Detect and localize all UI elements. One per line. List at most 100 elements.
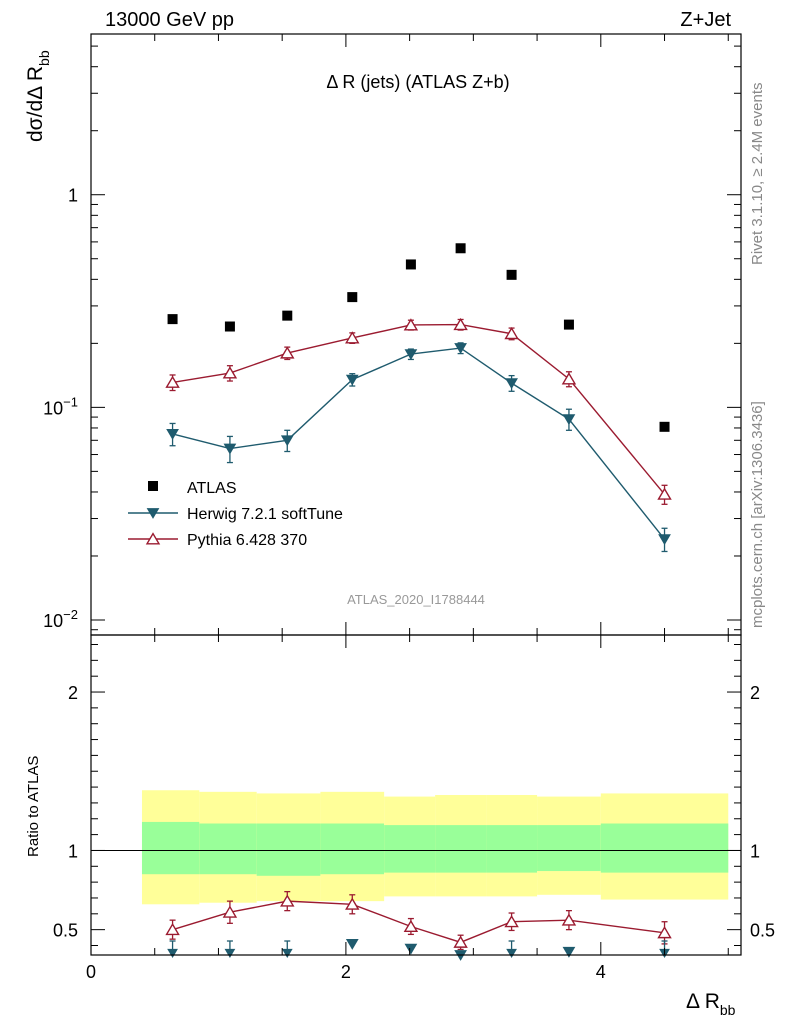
pythia-point	[657, 487, 672, 500]
bottom-y-tick-label-left: 1	[68, 841, 78, 861]
analysis-id: ATLAS_2020_I1788444	[347, 592, 485, 607]
herwig-ratio-point	[224, 948, 236, 959]
top-y-tick-label: 10−1	[43, 394, 78, 418]
top-y-tick-label: 10−2	[43, 607, 78, 631]
atlas-point	[455, 243, 466, 254]
rivet-version-label: Rivet 3.1.10, ≥ 2.4M events	[749, 83, 766, 266]
herwig-ratio-point	[404, 943, 418, 955]
pythia-ratio-point	[403, 919, 419, 932]
ratio-uncertainty-bands	[141, 790, 729, 905]
x-axis-title-sub: bb	[720, 1002, 736, 1018]
herwig-point	[404, 349, 418, 361]
ratio-band-inner	[486, 825, 538, 873]
energy-label: 13000 GeV pp	[105, 9, 234, 31]
pythia-point	[561, 372, 577, 385]
top-y-axis-title-sub: bb	[36, 50, 52, 66]
herwig-point	[280, 435, 294, 447]
herwig-ratio-point	[506, 948, 517, 959]
pythia-ratio-point	[280, 894, 295, 907]
herwig-point	[562, 414, 576, 426]
pythia-ratio-point	[345, 897, 360, 910]
herwig-point	[223, 443, 237, 455]
pythia-point	[345, 331, 360, 344]
bottom-y-tick-label-right: 0.5	[750, 921, 775, 941]
x-tick-label: 2	[341, 962, 351, 982]
pythia-point	[222, 366, 238, 379]
ratio-band-inner	[256, 823, 321, 876]
bottom-y-tick-label-left: 2	[68, 683, 78, 703]
pythia-point	[453, 317, 468, 331]
atlas-point	[282, 310, 293, 321]
pythia-point	[165, 375, 180, 388]
herwig-point	[658, 534, 671, 546]
ratio-band-inner	[320, 823, 385, 875]
atlas-point	[167, 314, 178, 325]
pythia-point	[403, 318, 419, 331]
atlas-point	[659, 421, 670, 432]
ratio-band-inner	[141, 821, 200, 875]
bottom-panel-series	[165, 890, 672, 961]
top-y-tick-label-exponent: −2	[63, 607, 78, 622]
ratio-band-inner	[600, 823, 729, 873]
top-y-tick-label: 1	[68, 186, 78, 206]
top-y-axis-title-main: dσ/dΔ R	[24, 66, 47, 142]
legend: ATLAS Herwig 7.2.1 softTune Pythia 6.428…	[128, 480, 343, 549]
bottom-y-axis-title: Ratio to ATLAS	[25, 756, 42, 857]
legend-label-atlas: ATLAS	[187, 480, 237, 497]
herwig-point	[345, 374, 359, 386]
ratio-band-inner	[537, 825, 601, 872]
ratio-band-inner	[199, 823, 257, 875]
legend-marker-pythia	[145, 532, 161, 545]
bottom-y-tick-label-right: 1	[750, 841, 760, 861]
ratio-band-inner	[435, 825, 487, 873]
x-axis-title: Δ Rbb	[686, 990, 736, 1018]
herwig-ratio-point	[281, 948, 293, 959]
pythia-ratio-point	[222, 905, 238, 918]
top-panel-series	[165, 243, 672, 553]
top-y-axis-title: dσ/dΔ Rbb	[24, 50, 52, 142]
pythia-point	[280, 346, 295, 359]
legend-markers	[128, 481, 178, 545]
legend-label-pythia: Pythia 6.428 370	[187, 532, 307, 549]
x-tick-label: 4	[596, 962, 606, 982]
legend-marker-atlas	[148, 481, 158, 491]
pythia-ratio-point	[561, 913, 577, 926]
atlas-point	[224, 321, 235, 332]
top-y-tick-label-exponent: −1	[63, 394, 78, 409]
bottom-y-tick-label-right: 2	[750, 683, 760, 703]
atlas-point	[405, 259, 416, 270]
top-y-tick-label-base: 10	[43, 611, 63, 631]
herwig-point	[454, 343, 467, 355]
herwig-ratio-point	[167, 948, 178, 959]
axis-ticks	[90, 34, 741, 955]
legend-marker-herwig	[146, 508, 160, 519]
panel-frames	[90, 33, 742, 956]
top-y-tick-label-base: 1	[68, 186, 78, 206]
top-y-tick-label-base: 10	[43, 398, 63, 418]
herwig-point	[166, 429, 179, 440]
pythia-ratio-point	[657, 926, 672, 939]
atlas-point	[563, 319, 574, 330]
pythia-point	[504, 326, 519, 340]
herwig-point	[505, 378, 518, 390]
pythia-line	[172, 323, 666, 495]
pythia-ratio-point	[504, 914, 519, 928]
herwig-ratio-point	[345, 939, 359, 950]
pythia-ratio-line	[172, 900, 665, 944]
atlas-point	[347, 292, 358, 303]
plot-title: Δ R (jets) (ATLAS Z+b)	[326, 72, 509, 92]
bottom-y-tick-label-left: 0.5	[53, 921, 78, 941]
x-tick-label: 0	[86, 962, 96, 982]
pythia-ratio-point	[453, 935, 468, 948]
process-label: Z+Jet	[680, 9, 731, 31]
x-axis-title-main: Δ R	[686, 990, 720, 1013]
pythia-ratio-point	[165, 922, 180, 936]
mcplots-label: mcplots.cern.ch [arXiv:1306.3436]	[749, 401, 766, 628]
herwig-ratio-point	[562, 946, 576, 958]
atlas-point	[506, 269, 517, 280]
legend-label-herwig: Herwig 7.2.1 softTune	[187, 506, 343, 523]
axis-tick-labels: 0 2 410−210−110.5 0.51 12 2	[43, 186, 775, 982]
ratio-band-inner	[384, 825, 436, 873]
bottom-panel-frame	[90, 634, 742, 956]
